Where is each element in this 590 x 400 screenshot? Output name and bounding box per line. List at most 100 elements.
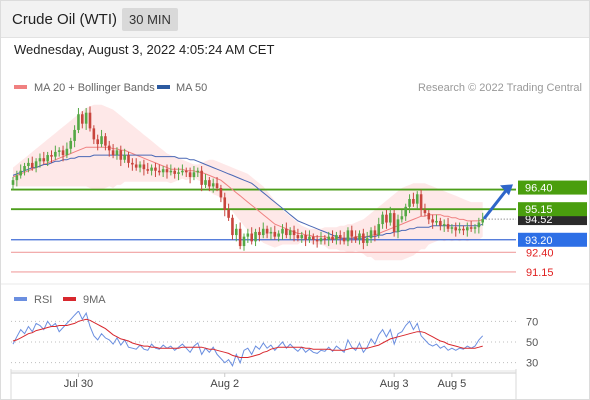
candle — [304, 230, 307, 247]
candle — [273, 225, 277, 240]
candle — [196, 167, 200, 178]
candle — [454, 222, 458, 237]
candle — [150, 164, 153, 176]
candle — [11, 177, 15, 190]
candle — [134, 158, 138, 171]
candle — [450, 224, 454, 234]
level-label-91.15: 91.15 — [526, 267, 554, 279]
candle — [342, 231, 346, 245]
ma20-legend-swatch — [14, 85, 27, 89]
candle — [277, 230, 280, 242]
candles — [11, 106, 484, 251]
candle — [146, 162, 150, 174]
rsi-legend: RSI 9MA — [14, 294, 106, 306]
x-tick-label: Aug 5 — [438, 378, 467, 390]
candle — [30, 156, 34, 171]
x-tick-label: Aug 3 — [380, 378, 409, 390]
candle — [223, 192, 227, 217]
candle — [385, 209, 388, 229]
ma50-legend-label: MA 50 — [176, 82, 207, 94]
candle — [69, 137, 73, 154]
candle — [365, 231, 369, 247]
rsi-tick-70: 70 — [526, 316, 538, 328]
candle — [127, 151, 130, 168]
candle — [188, 167, 192, 184]
candle — [123, 148, 126, 163]
candle — [412, 192, 415, 207]
candle — [319, 231, 323, 245]
candle — [346, 227, 350, 247]
candle — [84, 107, 88, 130]
candle — [204, 173, 207, 188]
candle — [285, 222, 288, 239]
candle — [296, 228, 300, 242]
candle — [288, 227, 292, 240]
instrument-title: Crude Oil (WTI) — [12, 11, 117, 28]
main-legend: MA 20 + Bollinger Bands MA 50 Research ©… — [14, 82, 582, 94]
candle — [281, 224, 284, 240]
candle — [481, 212, 484, 226]
scroll-track[interactable] — [11, 370, 516, 374]
candle — [92, 125, 96, 145]
bollinger-band-area — [13, 104, 483, 261]
candle — [200, 166, 203, 192]
candle — [261, 222, 265, 239]
forecast-arrow-shaft — [483, 187, 509, 220]
candle — [173, 167, 176, 179]
candle — [415, 191, 419, 209]
ma50-line — [12, 154, 483, 239]
moving-averages — [12, 146, 483, 239]
candle — [350, 225, 354, 243]
candle — [400, 209, 404, 223]
candle — [446, 217, 450, 232]
level-label-93.20: 93.20 — [525, 235, 553, 247]
candle — [23, 162, 26, 176]
candle — [154, 162, 157, 178]
candle — [427, 209, 431, 225]
candle — [227, 203, 230, 221]
candle — [477, 217, 481, 234]
candle — [373, 225, 377, 242]
candle — [435, 214, 438, 226]
candle — [389, 206, 392, 226]
candle — [254, 228, 257, 247]
candle — [104, 133, 107, 151]
x-tick-label: Aug 2 — [210, 378, 239, 390]
candle — [208, 177, 211, 192]
level-badge-95.15 — [518, 202, 587, 217]
candle — [469, 220, 473, 232]
candle — [15, 170, 19, 187]
candle — [177, 167, 180, 181]
candle — [46, 151, 49, 167]
candle — [423, 203, 427, 217]
candle — [115, 147, 119, 160]
candle — [219, 184, 223, 203]
candle — [96, 134, 99, 151]
candle — [439, 217, 442, 231]
candle — [408, 194, 411, 214]
candle — [61, 145, 65, 162]
candle — [419, 189, 423, 217]
candle — [231, 214, 234, 240]
candle — [392, 209, 396, 237]
candle — [462, 225, 465, 236]
candle — [119, 145, 123, 167]
candle — [335, 231, 338, 245]
timeframe-button[interactable]: 30 MIN — [122, 8, 178, 31]
ma20-line — [12, 146, 483, 239]
candle — [54, 145, 57, 160]
candle — [88, 106, 92, 132]
candle — [73, 125, 76, 148]
candle — [111, 144, 115, 159]
candle — [404, 203, 407, 221]
candle — [308, 230, 311, 243]
candle — [235, 224, 238, 242]
candle — [50, 150, 53, 163]
rsi-ma-legend-swatch — [63, 297, 76, 301]
candle — [300, 231, 304, 243]
candle — [362, 228, 365, 250]
datetime-label: Wednesday, August 3, 2022 4:05:24 AM CET — [14, 42, 275, 57]
rsi-lines — [12, 311, 484, 367]
